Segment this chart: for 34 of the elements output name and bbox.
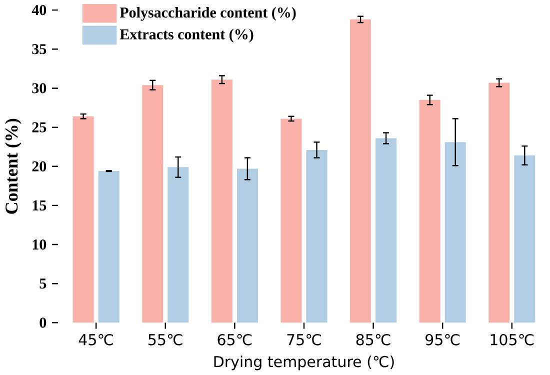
bar	[444, 142, 466, 323]
y-tick-label: 10	[32, 239, 46, 250]
bar	[306, 150, 328, 323]
y-tick-label: 20	[32, 161, 46, 172]
x-tick-label: 45℃	[78, 334, 114, 346]
x-tick-label: 75℃	[287, 334, 321, 346]
bar	[419, 100, 440, 323]
legend-label: Extracts content (%)	[120, 28, 254, 42]
bar	[168, 167, 189, 323]
bar	[514, 155, 536, 323]
y-axis-title: Content (%)	[5, 118, 22, 214]
y-tick-label: 30	[32, 83, 46, 94]
bar	[350, 19, 372, 323]
y-tick-label: 15	[32, 200, 46, 210]
bar	[72, 116, 94, 323]
x-tick-label: 105℃	[490, 334, 534, 346]
bar	[376, 138, 397, 323]
y-tick-label: 25	[32, 122, 46, 132]
bar	[211, 80, 232, 323]
legend-label: Polysaccharide content (%)	[120, 6, 296, 21]
bar	[236, 168, 258, 323]
bar	[280, 118, 302, 323]
y-tick-label: 40	[32, 4, 46, 16]
bar	[142, 84, 164, 323]
x-tick-label: 55℃	[148, 334, 182, 346]
x-axis-title: Drying temperature (℃)	[214, 356, 394, 370]
y-tick-label: 5	[40, 278, 46, 288]
x-tick-label: 95℃	[426, 334, 460, 346]
x-tick-label: 85℃	[356, 334, 390, 346]
bar	[98, 170, 120, 323]
y-tick-label: 35	[32, 44, 46, 54]
y-tick-label: 0	[40, 318, 46, 328]
x-tick-label: 65℃	[218, 334, 252, 346]
bar	[488, 82, 510, 323]
